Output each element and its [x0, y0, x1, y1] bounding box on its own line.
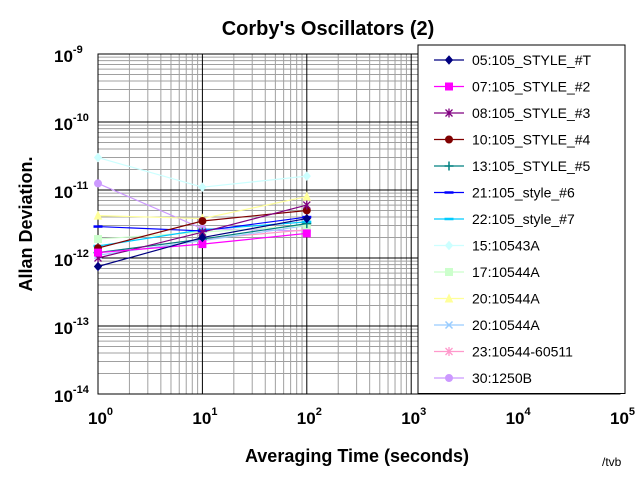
x-tick-label: 101 — [192, 406, 217, 428]
legend-marker — [445, 82, 453, 91]
data-point — [94, 235, 102, 244]
legend: 05:105_STYLE_#T 07:105_STYLE_#2 08:105_STY… — [417, 44, 626, 394]
legend-marker — [445, 108, 453, 118]
legend-entry: 20:10544A — [434, 317, 540, 333]
series-1 — [93, 213, 311, 272]
y-tick-label: 10-9 — [54, 44, 83, 66]
y-tick-label: 10-11 — [54, 180, 88, 202]
legend-entry: 23:10544-60511 — [434, 344, 573, 360]
legend-entry: 08:105_STYLE_#3 — [434, 105, 591, 121]
legend-label: 07:105_STYLE_#2 — [472, 79, 591, 95]
x-tick-label: 102 — [297, 406, 322, 428]
legend-marker — [445, 268, 453, 276]
data-point — [302, 213, 311, 224]
data-point — [93, 261, 103, 272]
series-8 — [93, 152, 311, 192]
legend-entry: 20:10544A — [434, 291, 540, 307]
legend-entry: 13:105_STYLE_#5 — [434, 158, 591, 174]
data-point — [198, 182, 207, 192]
data-point — [198, 217, 207, 226]
credit-label: /tvb — [602, 455, 622, 469]
y-tick-label: 10-10 — [54, 112, 89, 134]
legend-label: 20:10544A — [472, 317, 540, 333]
legend-entry: 17:10544A — [434, 264, 540, 280]
legend-label: 10:105_STYLE_#4 — [472, 132, 591, 148]
legend-label: 08:105_STYLE_#3 — [472, 105, 591, 121]
data-point — [93, 210, 103, 220]
legend-label: 05:105_STYLE_#T — [472, 52, 592, 68]
legend-label: 15:10543A — [472, 238, 540, 254]
y-tick-label: 10-12 — [54, 248, 89, 270]
legend-entry: 05:105_STYLE_#T — [434, 52, 592, 68]
legend-label: 20:10544A — [472, 291, 540, 307]
legend-label: 21:105_style_#6 — [472, 185, 575, 201]
data-point — [302, 171, 311, 181]
legend-entry: 22:105_style_#7 — [434, 211, 575, 227]
legend-marker — [444, 293, 454, 303]
legend-marker — [444, 320, 454, 330]
legend-marker — [445, 374, 453, 382]
x-tick-label: 105 — [610, 406, 635, 428]
y-axis-label: Allan Deviation. — [16, 156, 36, 291]
legend-entry: 15:10543A — [434, 238, 540, 254]
y-tick-label: 10-14 — [54, 384, 90, 406]
plot-series — [93, 152, 312, 272]
legend-marker — [444, 240, 454, 251]
legend-marker — [445, 347, 453, 356]
legend-entry: 21:105_style_#6 — [434, 185, 575, 201]
series-2 — [94, 229, 311, 257]
x-tick-label: 104 — [506, 406, 532, 428]
x-axis-label: Averaging Time (seconds) — [245, 446, 469, 466]
data-point — [93, 152, 103, 163]
chart-title: Corby's Oscillators (2) — [222, 18, 435, 40]
data-point — [94, 248, 102, 257]
data-point — [302, 200, 311, 210]
data-point — [94, 179, 102, 188]
y-tick-label: 10-13 — [54, 316, 89, 338]
legend-label: 17:10544A — [472, 264, 540, 280]
data-point — [302, 191, 312, 201]
legend-entry: 30:1250B — [434, 370, 532, 386]
x-tick-label: 103 — [401, 406, 426, 428]
data-point — [198, 232, 207, 243]
legend-label: 23:10544-60511 — [472, 344, 573, 360]
legend-marker — [444, 161, 454, 171]
legend-marker — [445, 135, 453, 144]
legend-label: 22:105_style_#7 — [472, 211, 575, 227]
series-4 — [94, 206, 311, 253]
legend-marker — [444, 55, 454, 65]
legend-entry: 07:105_STYLE_#2 — [434, 79, 591, 95]
legend-label: 13:105_STYLE_#5 — [472, 158, 591, 174]
axis-ticks: 100 101 102 103 104 105 10-9 10-10 10-11 10-12 10-… — [54, 44, 635, 428]
data-point — [302, 229, 311, 238]
x-tick-label: 100 — [88, 406, 113, 428]
legend-label: 30:1250B — [472, 370, 532, 386]
legend-entry: 10:105_STYLE_#4 — [434, 132, 591, 148]
